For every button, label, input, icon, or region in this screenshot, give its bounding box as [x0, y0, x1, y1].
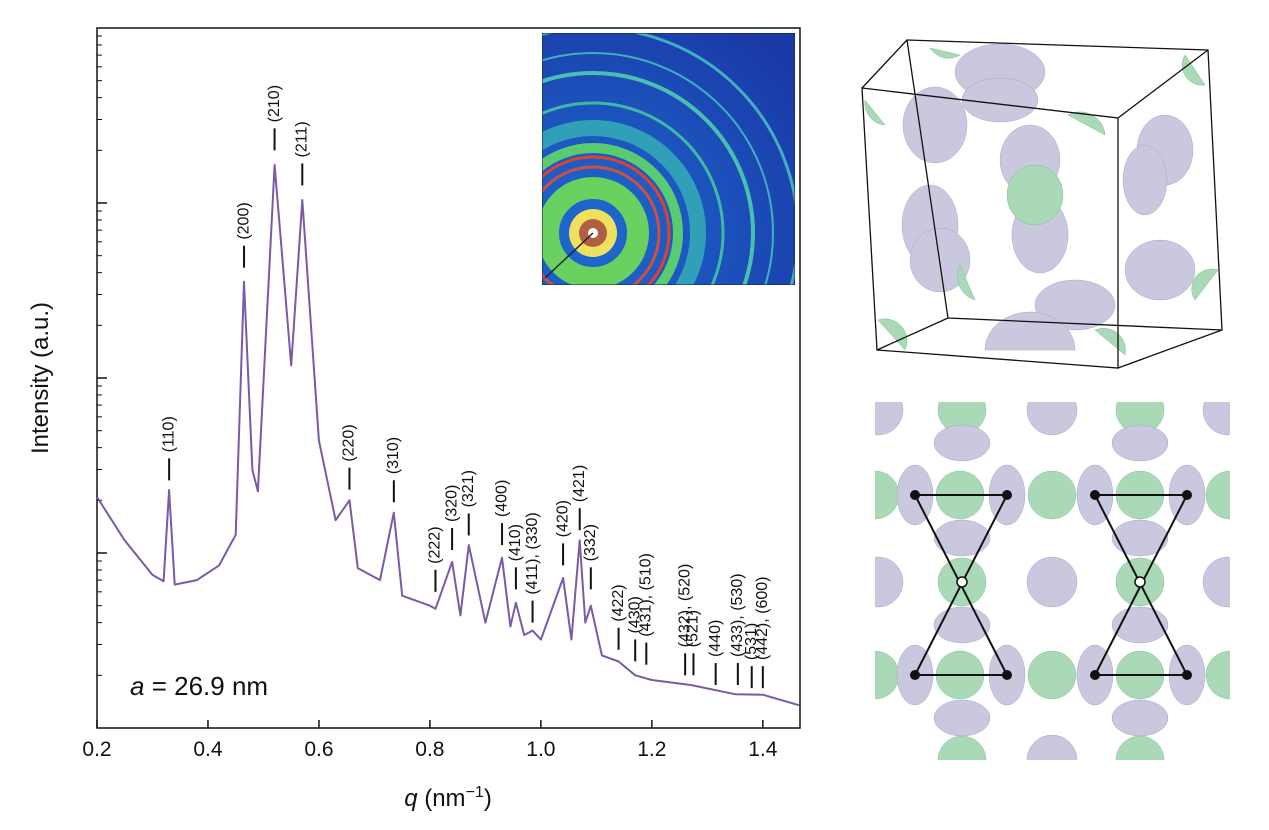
peak-label: (411), (330) [524, 512, 541, 594]
x-tick-label: 0.4 [193, 738, 223, 761]
x-axis-label: q (nm−1) [404, 784, 492, 812]
x-tick-label: 0.2 [82, 738, 111, 761]
peak-label: (400) [493, 480, 510, 517]
lattice-note: a = 26.9 nm [130, 671, 268, 701]
peak-label: (332) [582, 524, 599, 561]
x-label-exponent: −1 [466, 784, 484, 801]
peak-label: (430) [626, 596, 643, 633]
peak-label: (210) [266, 85, 283, 122]
peak-label: (531) [743, 623, 760, 660]
peak-label: (200) [235, 202, 252, 239]
note-symbol: a [130, 671, 144, 701]
peak-label: (211) [294, 121, 311, 157]
peak-label: (440) [707, 620, 724, 657]
x-tick-label: 1.2 [637, 738, 666, 761]
peak-label: (220) [341, 424, 358, 461]
lattice-projection [875, 402, 1230, 760]
intensity-curve [96, 163, 800, 707]
peak-label: (432), (520) [676, 564, 693, 648]
peak-label: (110) [160, 416, 177, 452]
peak-label: (421) [571, 465, 588, 502]
x-label-symbol: q [404, 785, 418, 812]
peak-label: (222) [427, 526, 444, 563]
note-text: = 26.9 nm [152, 671, 268, 701]
peak-label: (310) [385, 437, 402, 474]
peak-label: (442), (600) [754, 577, 771, 661]
x-tick-label: 1.0 [526, 738, 555, 761]
peak-label: (320) [443, 485, 460, 522]
peak-label: (521) [685, 610, 702, 647]
x-tick-label: 0.6 [304, 738, 333, 761]
x-label-close: ) [484, 785, 492, 812]
peak-label: (433), (530) [729, 573, 746, 657]
unit-cell-cube [861, 39, 1223, 369]
inset-image [542, 33, 795, 285]
peak-label: (321) [460, 470, 477, 507]
x-tick-label: 0.8 [415, 738, 444, 761]
y-axis-label: Intensity (a.u.) [27, 302, 54, 454]
peak-label: (422) [610, 584, 627, 621]
peak-label: (431), (510) [638, 553, 655, 637]
x-label-unit: (nm [424, 785, 465, 812]
peak-label: (420) [554, 500, 571, 537]
x-tick-label: 1.4 [748, 738, 778, 761]
peak-label: (410) [507, 524, 524, 561]
